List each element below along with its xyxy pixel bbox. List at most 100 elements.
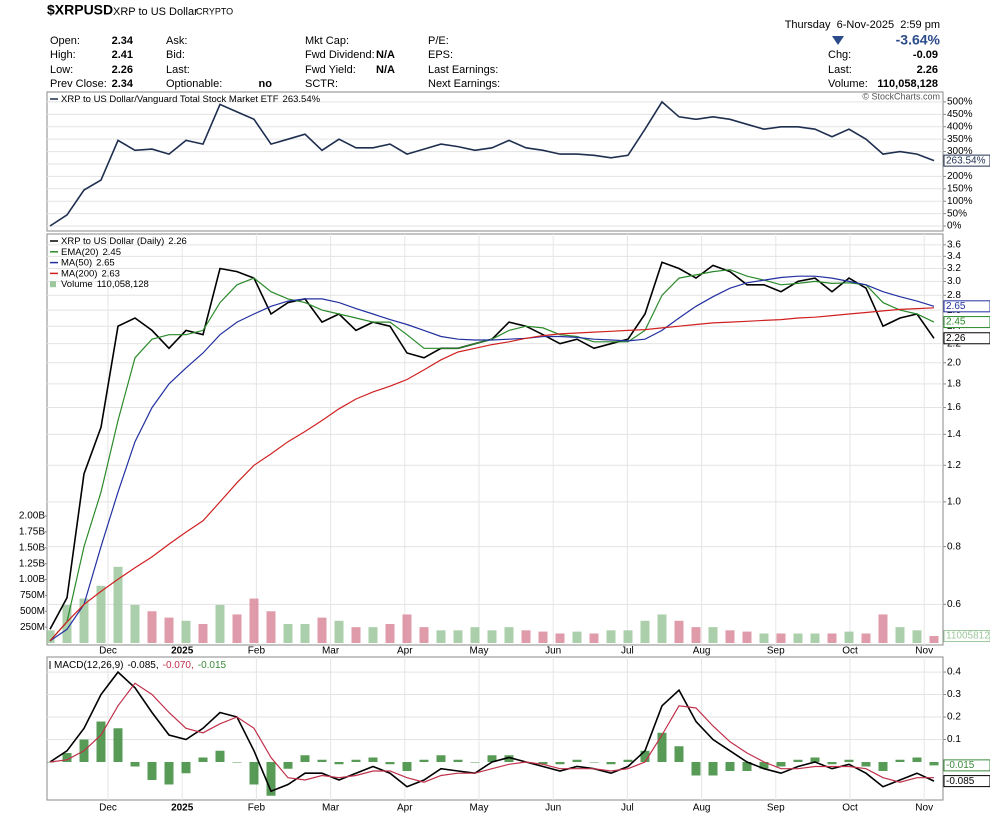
field-value: 2.26 [112, 64, 133, 76]
y-tick-label: 100% [947, 196, 973, 207]
field-label: SCTR: [305, 78, 338, 90]
bar [436, 630, 446, 644]
legend-value: 263.54% [283, 94, 321, 105]
bar [895, 627, 905, 644]
bar [538, 631, 548, 644]
y-tick-label: 1.0 [947, 497, 961, 508]
bar [62, 604, 72, 644]
x-tick-label: May [470, 646, 489, 657]
value-box-label: -0.085 [946, 776, 975, 787]
value-box-label: 2.26 [946, 333, 966, 344]
field-label: P/E: [428, 35, 449, 47]
bar [79, 598, 89, 644]
x-tick-label: Mar [322, 803, 340, 814]
legend-swatch [50, 281, 56, 288]
bar [266, 611, 276, 644]
y-tick-label: 500% [947, 97, 973, 108]
bar [232, 614, 242, 644]
legend-value: 2.65 [96, 257, 115, 268]
series-line [49, 269, 935, 642]
x-tick-label: Oct [842, 646, 858, 657]
bar [674, 620, 684, 644]
datetime: Thursday 6-Nov-2025 2:59 pm [785, 19, 940, 31]
field-value: 110,058,128 [877, 78, 938, 90]
x-tick-label: Nov [915, 803, 933, 814]
bar [555, 762, 565, 765]
bar [232, 762, 242, 763]
bar [419, 759, 429, 763]
bar [351, 759, 361, 763]
bar [113, 566, 123, 644]
bar [419, 627, 429, 644]
y-tick-label: 2.0 [947, 357, 961, 368]
panel-frame [46, 656, 944, 801]
bar [810, 633, 820, 644]
y-tick-label: 150% [947, 183, 973, 194]
bar [521, 630, 531, 644]
bar [181, 620, 191, 644]
bar [844, 759, 854, 763]
bar [317, 759, 327, 763]
value-box [943, 630, 990, 643]
bar [164, 762, 174, 785]
legend-name: EMA(20) [61, 246, 98, 257]
y-tick-label: 0.1 [947, 734, 961, 745]
x-tick-label: Jul [621, 646, 634, 657]
field-label: Ask: [166, 35, 187, 47]
bar [402, 762, 412, 771]
bar [385, 762, 395, 765]
field-label: Open: [50, 35, 80, 47]
field-label: EPS: [428, 49, 453, 61]
y-tick-label: 1.8 [947, 379, 961, 390]
y-tick-label: 0.8 [947, 541, 961, 552]
x-tick-label: 2025 [171, 646, 194, 657]
down-arrow [832, 36, 844, 45]
field-label: Bid: [166, 49, 185, 61]
y-tick-label: 0.6 [947, 599, 961, 610]
field-value: 2.34 [112, 35, 134, 47]
bar [640, 620, 650, 644]
value-box-label: 2.45 [946, 317, 966, 328]
bar [725, 630, 735, 644]
bar [283, 623, 293, 644]
x-tick-label: Feb [248, 646, 266, 657]
bar [249, 762, 259, 785]
field-label: Chg: [828, 49, 851, 61]
bar [827, 633, 837, 644]
y-tick-label: 300% [947, 146, 973, 157]
symbol: $XRPUSD [47, 2, 113, 18]
panel-title: MACD(12,26,9) [54, 660, 123, 671]
field-value: -0.09 [913, 49, 938, 61]
bar [453, 759, 463, 763]
field-label: Last Earnings: [428, 64, 498, 76]
field-label: Optionable: [166, 78, 222, 90]
field-label: Mkt Cap: [305, 35, 349, 47]
exchange: CRYPTO [196, 6, 233, 16]
value-box-label: 110058128 [946, 631, 990, 642]
bar [640, 750, 650, 763]
value-box [943, 775, 990, 788]
bar [742, 631, 752, 644]
series-line [49, 682, 934, 783]
bar [657, 614, 667, 644]
value-box-label: 263.54% [946, 155, 986, 166]
field-label: Fwd Dividend: [305, 49, 375, 61]
change-pct: -3.64% [896, 32, 941, 48]
y-tick-label: 3.6 [947, 239, 961, 250]
bar [725, 762, 735, 771]
legend-label: MA(200) 2.63 [61, 268, 120, 279]
bar [810, 757, 820, 763]
bar [62, 753, 72, 763]
x-tick-label: Aug [693, 803, 711, 814]
bar [742, 762, 752, 771]
value-box [943, 332, 990, 345]
bar [147, 611, 157, 644]
legend-name: XRP to US Dollar/Vanguard Total Stock Ma… [61, 94, 279, 105]
bar [861, 633, 871, 644]
bar [708, 762, 718, 776]
y-tick-label: 3.2 [947, 263, 961, 274]
bar [130, 604, 140, 644]
